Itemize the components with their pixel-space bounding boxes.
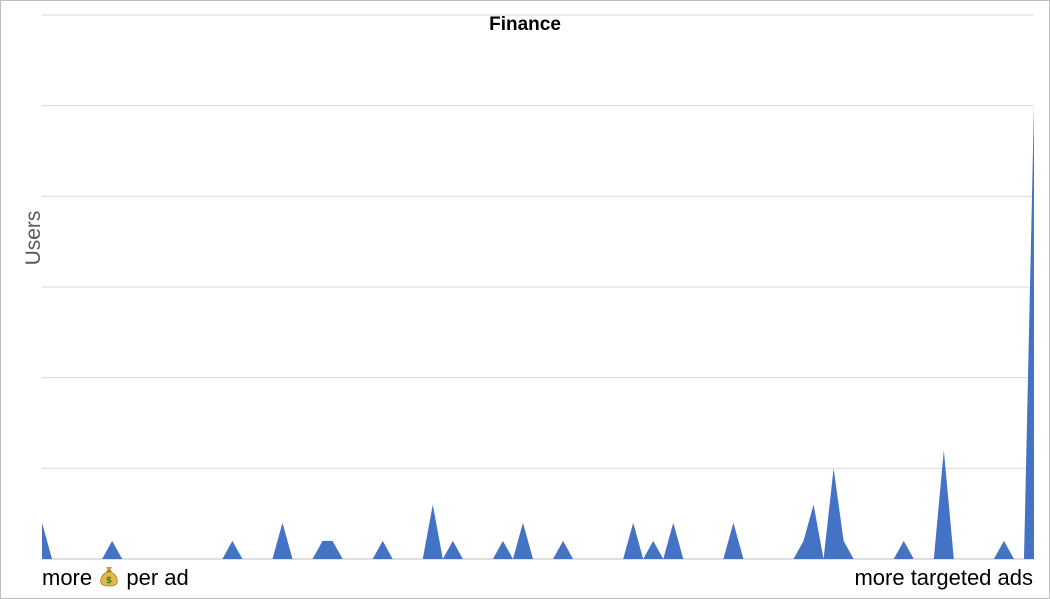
- area-series: [42, 105, 1034, 560]
- x-axis-left-label: more $ per ad: [42, 565, 189, 591]
- svg-text:$: $: [106, 576, 112, 586]
- money-bag-icon: $: [100, 567, 118, 587]
- x-axis-left-text: more: [42, 565, 93, 590]
- x-axis-left-suffix: per ad: [126, 565, 189, 590]
- x-axis-right-label: more targeted ads: [854, 565, 1033, 590]
- chart-title: Finance: [489, 14, 561, 35]
